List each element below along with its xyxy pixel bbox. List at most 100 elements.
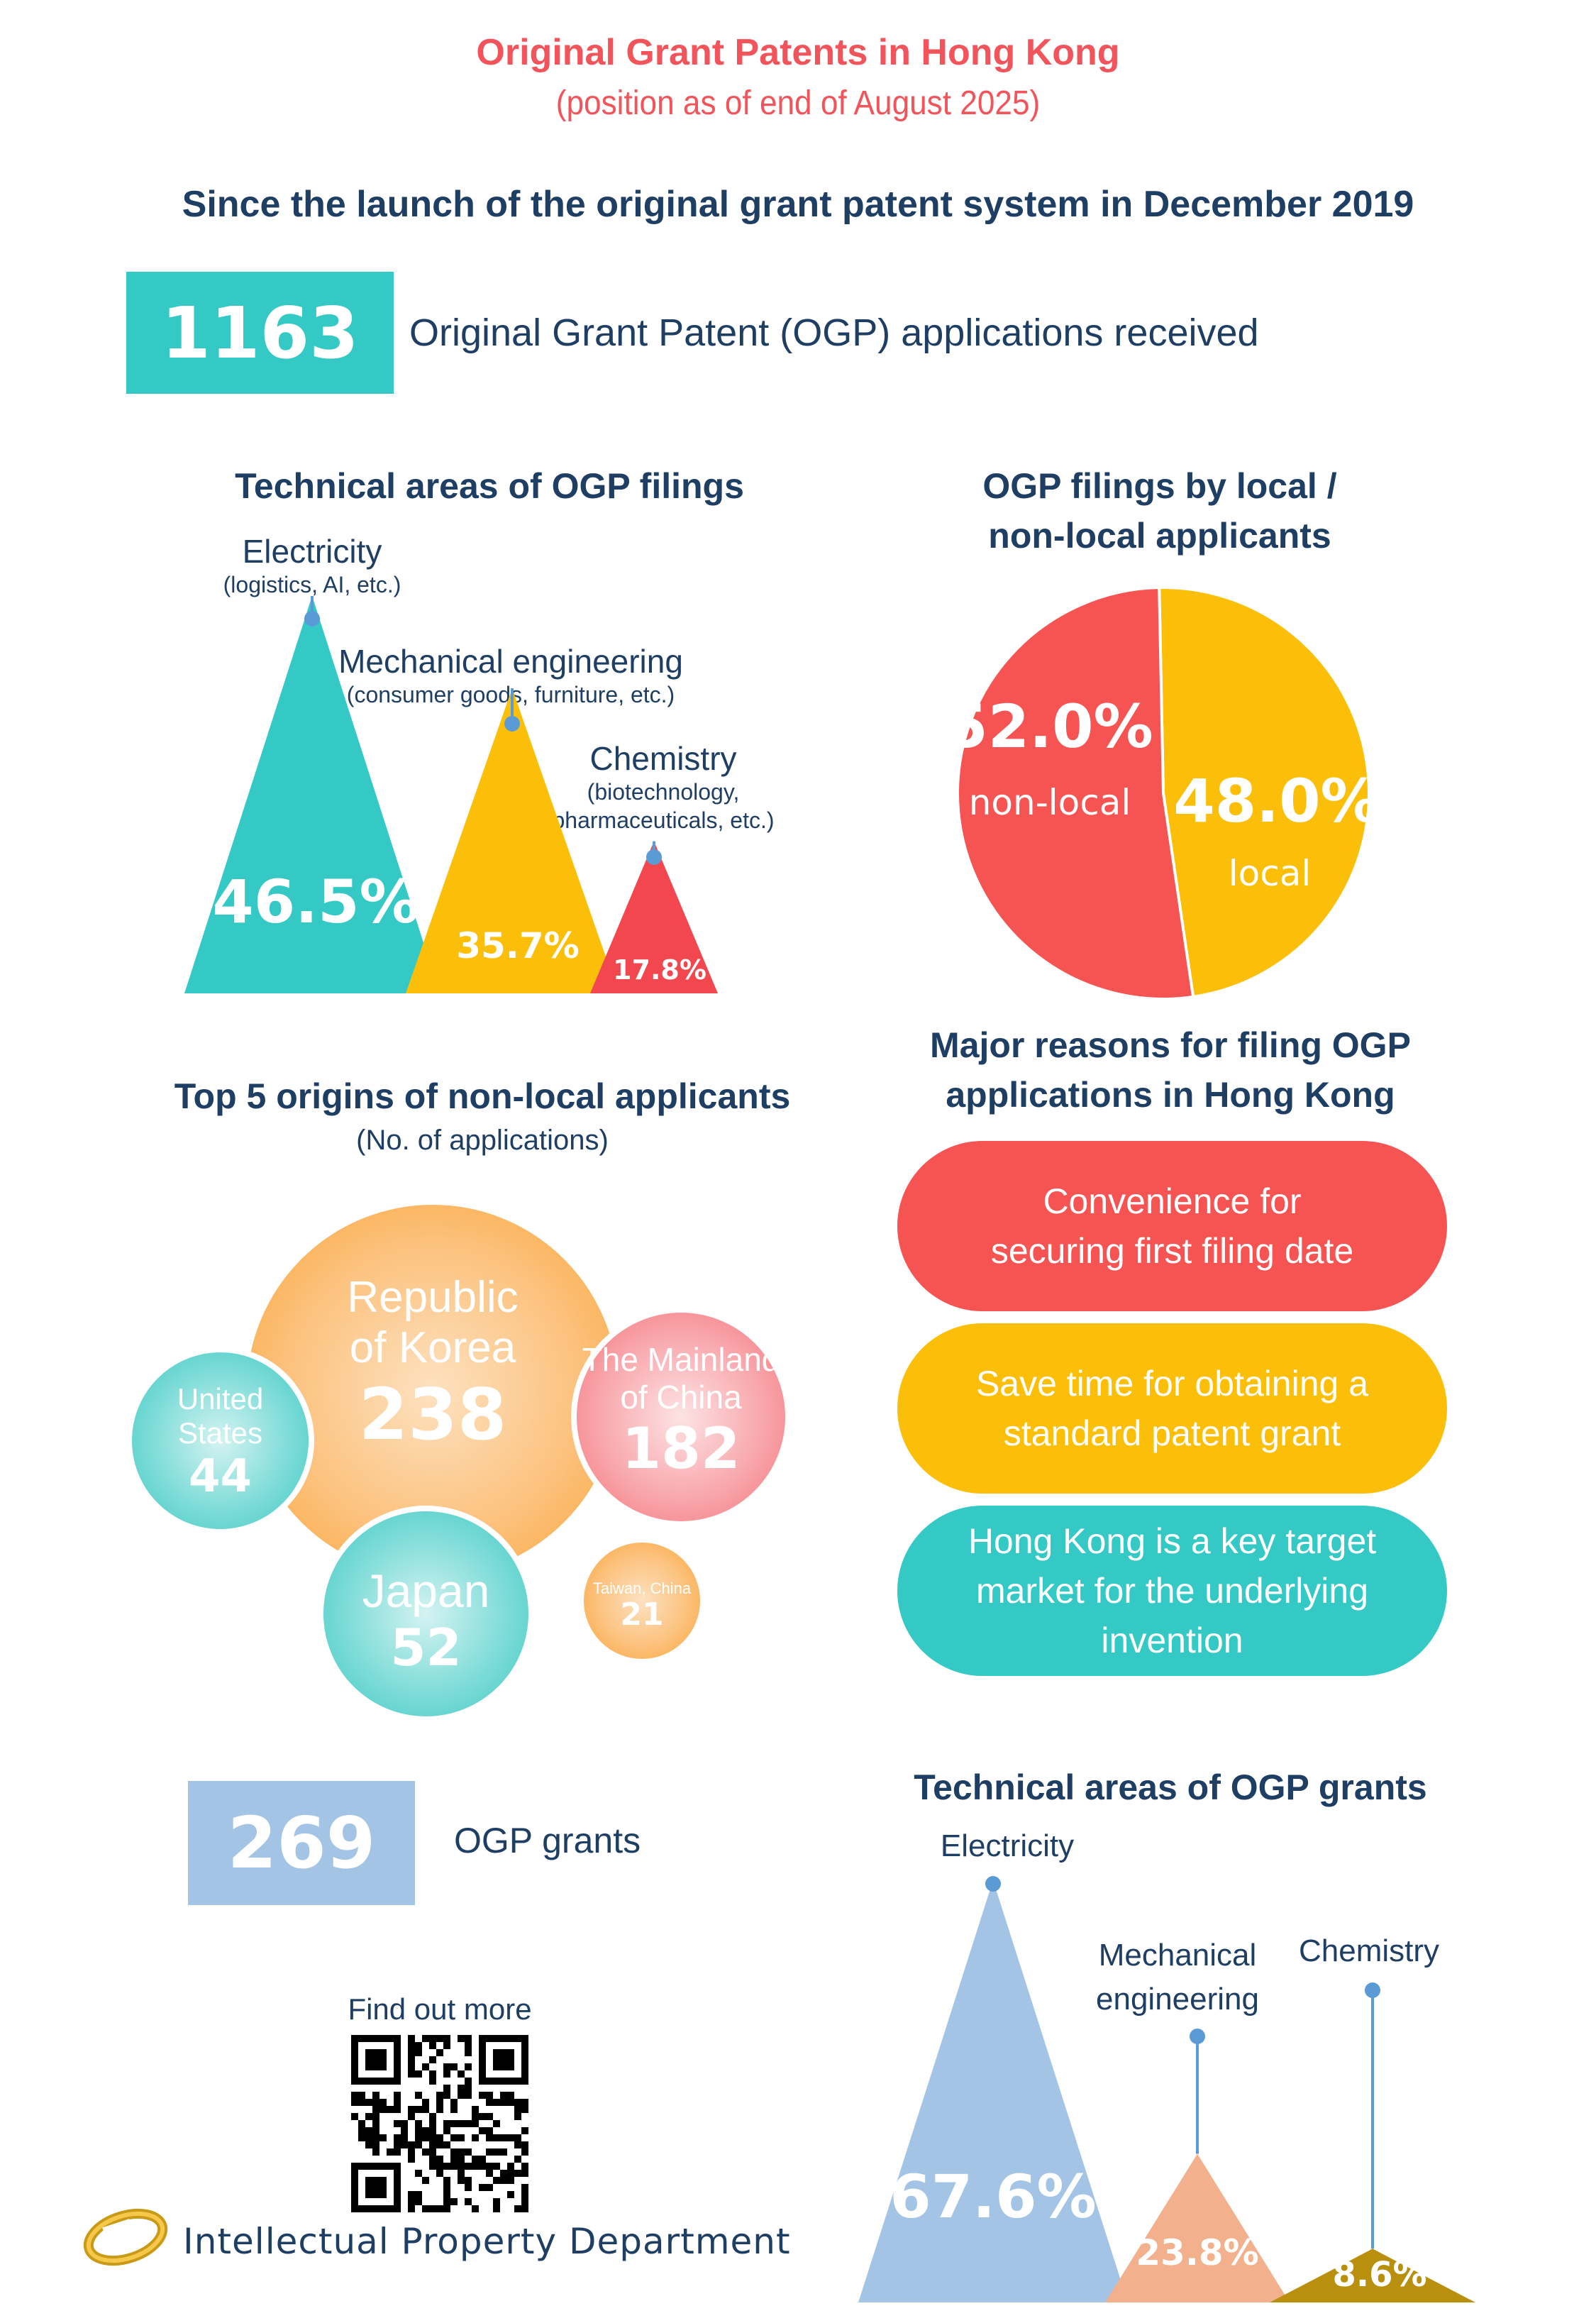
qr-module — [493, 2120, 500, 2127]
qr-module — [387, 2106, 394, 2113]
qr-code[interactable] — [351, 2035, 528, 2212]
qr-module — [365, 2134, 372, 2141]
qr-module — [372, 2092, 379, 2099]
qr-module — [458, 2148, 465, 2156]
bubble-taiwan: Taiwan, China 21 — [578, 1537, 706, 1665]
qr-module — [458, 2177, 465, 2184]
qr-module — [521, 2127, 528, 2134]
bubble-japan: Japan 52 — [318, 1506, 534, 1722]
qr-module — [507, 2191, 514, 2198]
qr-module — [372, 2148, 379, 2156]
qr-module — [493, 2134, 500, 2141]
qr-module — [443, 2141, 450, 2148]
pie-value-local: 48.0% — [1173, 766, 1380, 836]
qr-module — [521, 2163, 528, 2170]
qr-module — [379, 2099, 387, 2106]
ipd-logo-icon — [82, 2205, 170, 2269]
pie-chart-title-text: OGP filings by local / non-local applica… — [961, 461, 1358, 561]
qr-module — [429, 2035, 436, 2042]
qr-module — [443, 2127, 450, 2134]
qr-module — [351, 2113, 358, 2120]
origins-chart-subtitle: (No. of applications) — [128, 1125, 837, 1157]
bubble-us-value: 44 — [132, 1451, 309, 1504]
qr-module — [507, 2177, 514, 2184]
qr-module — [465, 2035, 472, 2042]
qr-module — [472, 2113, 479, 2120]
qr-module — [465, 2085, 472, 2092]
qr-module — [479, 2184, 486, 2191]
qr-module — [472, 2120, 479, 2127]
qr-module — [415, 2198, 422, 2205]
qr-module — [514, 2141, 521, 2148]
qr-module — [408, 2156, 415, 2163]
qr-module — [422, 2205, 429, 2212]
qr-module — [408, 2035, 415, 2042]
grants-value-label-mechanical: 23.8% — [1136, 2232, 1258, 2273]
qr-module — [521, 2184, 528, 2191]
qr-module — [358, 2120, 365, 2127]
pie-chart-title: OGP filings by local / non-local applica… — [823, 461, 1497, 561]
qr-module — [500, 2148, 507, 2156]
qr-module — [486, 2148, 493, 2156]
qr-module — [436, 2049, 443, 2056]
qr-module — [458, 2085, 465, 2092]
qr-finder-core — [365, 2177, 387, 2198]
qr-module — [429, 2127, 436, 2134]
grants-value-label-electricity: 67.6% — [890, 2162, 1096, 2231]
qr-module — [408, 2198, 415, 2205]
qr-module — [408, 2049, 415, 2056]
qr-module — [408, 2191, 415, 2198]
qr-module — [493, 2205, 500, 2212]
qr-module — [372, 2113, 379, 2120]
qr-module — [372, 2134, 379, 2141]
qr-module — [408, 2205, 415, 2212]
qr-module — [458, 2070, 465, 2078]
qr-module — [408, 2070, 415, 2078]
applications-count: 1163 — [161, 292, 358, 375]
qr-module — [443, 2184, 450, 2191]
qr-module — [379, 2134, 387, 2141]
qr-module — [422, 2099, 429, 2106]
grants-chart: Electricity Mechanical engineering Chemi… — [816, 1816, 1596, 2306]
qr-module — [500, 2170, 507, 2177]
qr-finder-core — [365, 2049, 387, 2070]
qr-module — [486, 2163, 493, 2170]
qr-module — [443, 2198, 450, 2205]
qr-module — [465, 2184, 472, 2191]
filings-pin-dot-mechanical — [504, 716, 520, 732]
qr-module — [486, 2127, 493, 2134]
grants-count-box: 269 — [188, 1781, 415, 1905]
qr-module — [358, 2134, 365, 2141]
qr-module — [372, 2127, 379, 2134]
qr-module — [465, 2148, 472, 2156]
qr-module — [415, 2191, 422, 2198]
grants-label: OGP grants — [454, 1820, 641, 1861]
qr-module — [408, 2042, 415, 2049]
qr-module — [415, 2134, 422, 2141]
qr-module — [443, 2092, 450, 2099]
pie-label-local: local — [1229, 853, 1312, 894]
grants-pin-dot-electricity — [985, 1876, 1001, 1892]
qr-module — [351, 2099, 358, 2106]
qr-module — [450, 2163, 458, 2170]
qr-module — [465, 2042, 472, 2049]
qr-module — [514, 2170, 521, 2177]
qr-module — [358, 2099, 365, 2106]
qr-module — [486, 2092, 493, 2099]
qr-module — [394, 2134, 401, 2141]
qr-module — [408, 2113, 415, 2120]
qr-module — [465, 2163, 472, 2170]
qr-module — [472, 2156, 479, 2163]
qr-module — [521, 2141, 528, 2148]
reason-pill-1: Convenience for securing first filing da… — [897, 1141, 1447, 1311]
bubble-mainland-value: 182 — [577, 1416, 785, 1482]
qr-module — [436, 2170, 443, 2177]
qr-module — [465, 2198, 472, 2205]
qr-module — [450, 2156, 458, 2163]
qr-module — [443, 2085, 450, 2092]
qr-module — [372, 2106, 379, 2113]
grants-value-label-chemistry: 8.6% — [1332, 2255, 1426, 2295]
qr-module — [408, 2063, 415, 2070]
reason-3-text: Hong Kong is a key target market for the… — [924, 1516, 1421, 1665]
qr-module — [422, 2148, 429, 2156]
